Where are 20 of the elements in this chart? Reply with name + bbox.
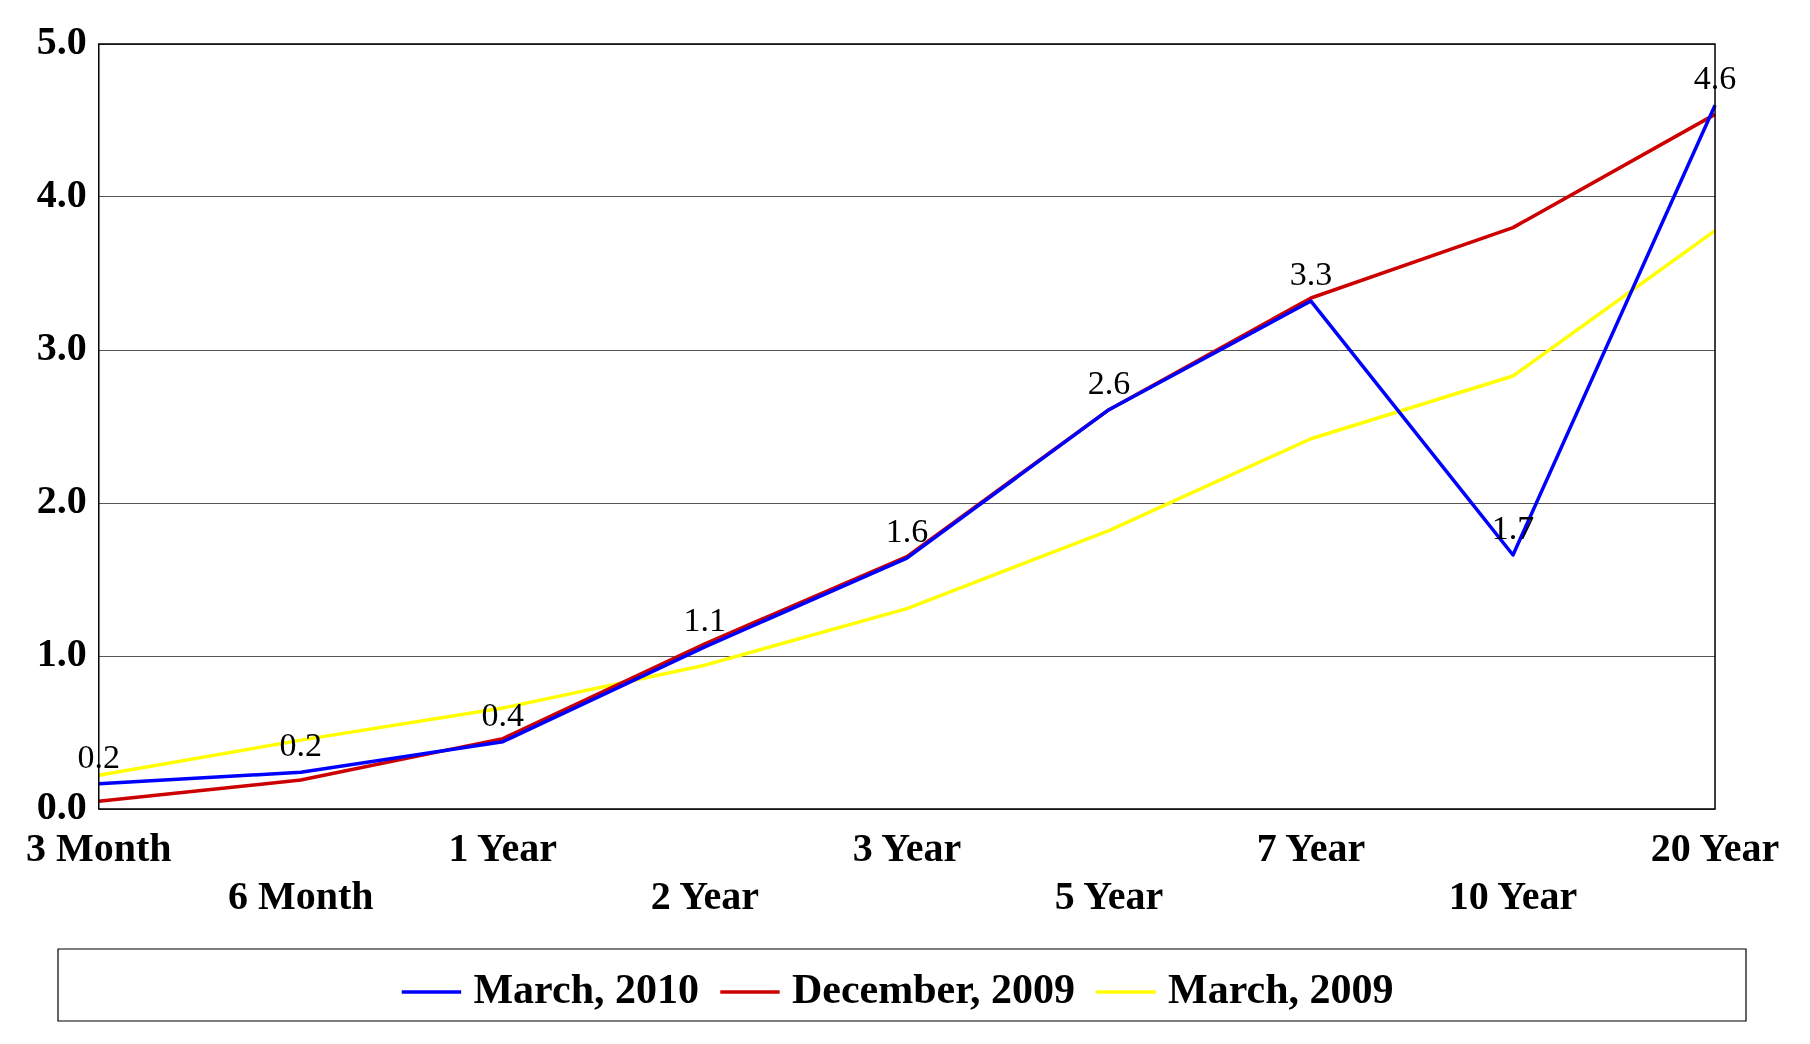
data-label: 1.1: [683, 600, 727, 638]
legend-label: December, 2009: [791, 965, 1076, 1012]
x-tick-label: 20 Year: [1650, 825, 1780, 871]
x-tick-label: 2 Year: [650, 873, 760, 919]
x-tick-label: 3 Year: [852, 825, 962, 871]
data-label: 1.6: [885, 512, 929, 549]
x-tick-label: 1 Year: [448, 825, 558, 871]
data-label: 3.3: [1289, 254, 1333, 292]
legend-label: March, 2009: [1168, 965, 1394, 1012]
y-tick-label: 1.0: [36, 630, 87, 676]
x-tick-label: 5 Year: [1054, 873, 1164, 919]
x-tick-label: 6 Month: [228, 873, 374, 919]
legend-label: March, 2010: [473, 965, 699, 1012]
y-tick-label: 2.0: [36, 477, 87, 523]
x-tick-label: 10 Year: [1448, 873, 1578, 919]
y-tick-label: 4.0: [36, 171, 87, 217]
y-tick-label: 5.0: [36, 18, 87, 64]
x-tick-label: 7 Year: [1256, 825, 1366, 871]
data-label: 2.6: [1087, 363, 1131, 401]
y-tick-label: 3.0: [36, 324, 87, 370]
